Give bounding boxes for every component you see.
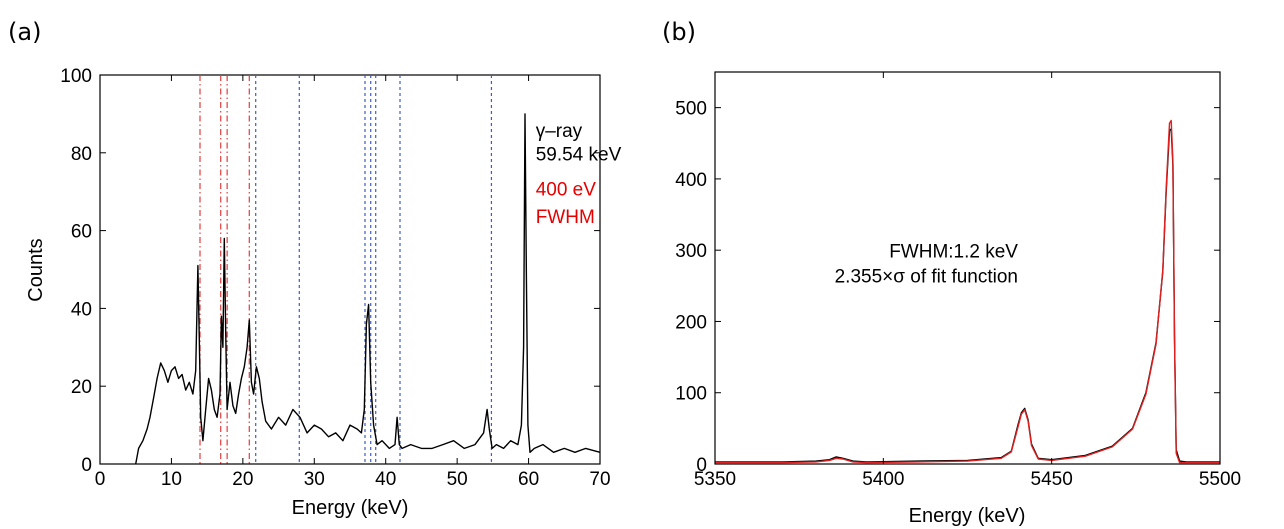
panel-a-reference-lines (199, 75, 493, 464)
panel-a-chart: (a) 0 10 20 30 40 50 60 70 0 20 40 60 80 100 Energy … (8, 18, 622, 519)
x-tick-label: 10 (161, 469, 182, 490)
x-tick-label: 60 (518, 469, 539, 490)
x-tick-label: 5500 (1199, 469, 1241, 490)
x-tick-label: 5350 (694, 469, 736, 490)
x-tick-label: 5400 (862, 469, 904, 490)
annotation-text: FWHM:1.2 keV (889, 241, 1018, 262)
panel-b-x-ticks: 5350 5400 5450 5500 (694, 72, 1241, 490)
panel-a-plot-frame (99, 74, 601, 465)
y-tick-label: 300 (675, 241, 707, 262)
y-tick-label: 400 (675, 170, 707, 191)
y-tick-label: 40 (71, 299, 92, 320)
panel-b-x-axis-label: Energy (keV) (909, 505, 1026, 527)
annotation-text: FWHM (536, 207, 595, 228)
x-tick-label: 70 (589, 469, 610, 490)
panel-a-y-ticks: 0 20 40 60 80 100 (60, 66, 600, 476)
panel-a-spectrum-line (135, 113, 601, 465)
panel-a-annotations: γ–ray 59.54 keV 400 eV FWHM (536, 121, 622, 228)
panel-a-x-axis-label: Energy (keV) (292, 497, 409, 519)
y-tick-label: 20 (71, 377, 92, 398)
panel-b-plot-frame (714, 71, 1221, 465)
panel-b-annotations: FWHM:1.2 keV 2.355×σ of fit function (835, 241, 1019, 287)
panel-a-x-ticks: 0 10 20 30 40 50 60 70 (95, 75, 611, 490)
panel-b-chart: (b) 5350 5400 5450 5500 0 100 200 300 400 500 En… (662, 18, 1241, 527)
panel-a-y-axis-label: Counts (25, 238, 47, 301)
series-line-0 (715, 128, 1220, 463)
y-tick-label: 0 (696, 455, 707, 476)
x-tick-label: 5450 (1031, 469, 1073, 490)
y-tick-label: 500 (675, 99, 707, 120)
annotation-text: 59.54 keV (536, 145, 622, 166)
y-tick-label: 200 (675, 312, 707, 333)
x-tick-label: 40 (375, 469, 396, 490)
panel-b-label: (b) (662, 18, 696, 46)
x-tick-label: 30 (304, 469, 325, 490)
x-tick-label: 20 (232, 469, 253, 490)
series-line-1 (715, 119, 1220, 464)
annotation-text: 2.355×σ of fit function (835, 266, 1018, 287)
y-tick-label: 60 (71, 222, 92, 243)
x-tick-label: 0 (95, 469, 106, 490)
annotation-text: 400 eV (536, 180, 597, 201)
x-tick-label: 50 (447, 469, 468, 490)
panel-b-y-ticks: 0 100 200 300 400 500 (675, 99, 1220, 476)
panel-a-label: (a) (8, 18, 41, 46)
y-tick-label: 100 (675, 384, 707, 405)
y-tick-label: 80 (71, 144, 92, 165)
y-tick-label: 100 (60, 66, 92, 87)
y-tick-label: 0 (81, 455, 92, 476)
panel-b-series (715, 119, 1220, 464)
annotation-text: γ–ray (536, 121, 583, 142)
